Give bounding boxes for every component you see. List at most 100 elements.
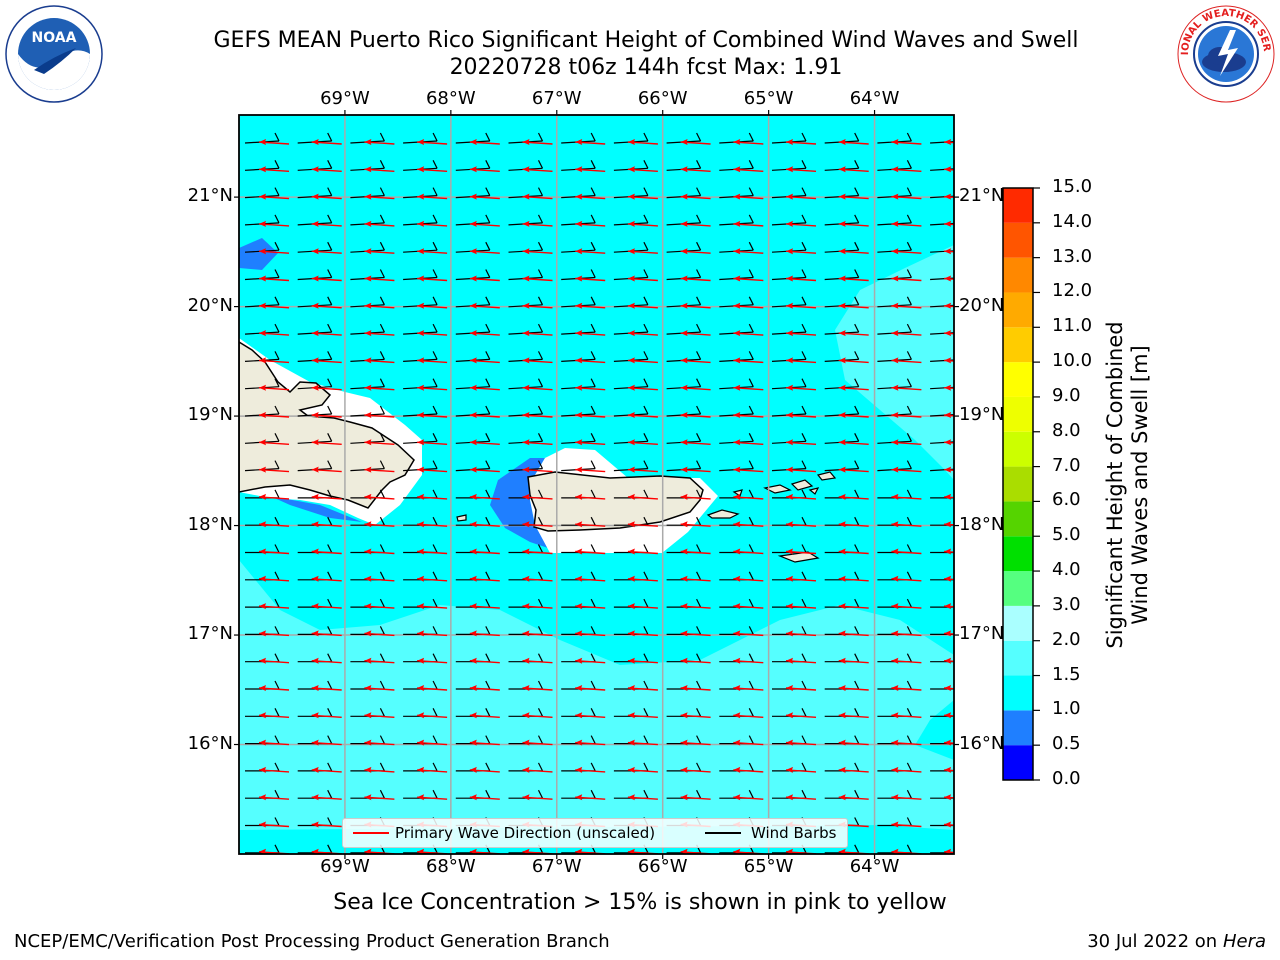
wave-arrow-head: [259, 630, 266, 637]
wave-arrow-head: [891, 603, 899, 610]
wave-arrow-head: [311, 712, 319, 719]
wind-barb-flag: [274, 598, 280, 608]
wave-arrow-head: [522, 848, 530, 854]
wave-arrow-head: [838, 739, 846, 746]
colorbar-tick-label: 11.0: [1052, 315, 1093, 337]
wind-barb-flag: [537, 735, 544, 744]
wind-barb-flag: [327, 817, 333, 826]
wave-arrow-head: [838, 657, 846, 664]
wave-arrow-head: [311, 575, 319, 582]
wind-barb-flag: [590, 405, 596, 415]
wave-arrow-head: [838, 302, 846, 309]
wave-arrow-head: [786, 657, 793, 664]
colorbar-segment: [1003, 222, 1033, 258]
wave-arrow-head: [311, 248, 319, 255]
wave-arrow-head: [364, 685, 372, 691]
wave-arrow-head: [417, 193, 425, 200]
wind-barb-flag: [537, 378, 544, 387]
wave-arrow-head: [417, 330, 425, 337]
wind-barb-flag: [274, 844, 280, 854]
wave-arrow-head: [944, 630, 952, 637]
wind-barb-flag: [590, 214, 596, 224]
wind-barb-flag: [379, 296, 385, 306]
wind-barb-flag: [590, 323, 596, 333]
wave-arrow-head: [944, 548, 952, 555]
wave-arrow-head: [680, 657, 688, 664]
colorbar-tick-label: 4.0: [1052, 559, 1081, 581]
colorbar-segment: [1003, 396, 1033, 432]
wind-barb-flag: [906, 762, 912, 772]
wind-barb-flag: [801, 296, 807, 306]
wind-barb-flag: [801, 708, 807, 717]
wave-arrow-head: [364, 493, 372, 500]
wave-arrow-head: [786, 739, 793, 746]
wind-barb-flag: [696, 653, 702, 662]
wave-arrow-head: [469, 330, 477, 337]
wave-arrow-head: [627, 166, 635, 173]
wind-barb-flag: [960, 681, 964, 689]
wind-barb-flag: [854, 214, 860, 224]
wave-arrow-head: [627, 220, 635, 227]
colorbar-segment: [1003, 188, 1033, 223]
wave-arrow-head: [364, 575, 372, 582]
wave-arrow-head: [469, 302, 477, 309]
wave-arrow-head: [259, 657, 266, 664]
wave-arrow-head: [575, 302, 583, 309]
wave-arrow-head: [259, 575, 266, 582]
wind-barb-flag: [327, 516, 333, 526]
wind-barb-flag: [906, 544, 912, 553]
wave-arrow-head: [891, 493, 899, 500]
wave-arrow-head: [575, 193, 583, 200]
wave-arrow-head: [259, 739, 266, 746]
wave-arrow-head: [891, 794, 899, 801]
wave-arrow-head: [944, 521, 952, 528]
wave-arrow-head: [311, 739, 319, 746]
wave-arrow-head: [733, 766, 741, 773]
wind-barb-flag: [379, 351, 385, 360]
wave-arrow-head: [944, 220, 952, 227]
wave-arrow-head: [838, 412, 846, 418]
wave-arrow-head: [786, 630, 793, 637]
wind-barb-flag: [485, 571, 491, 581]
wind-barb-flag: [696, 351, 702, 360]
wave-arrow-head: [786, 193, 793, 200]
wind-barb-flag: [960, 379, 964, 387]
wave-arrow-head: [786, 412, 793, 418]
wind-barb-flag: [960, 324, 964, 332]
wave-arrow-head: [311, 275, 319, 282]
wind-barb-flag: [537, 187, 544, 196]
wind-barb-flag: [274, 817, 280, 826]
wind-barb-flag: [537, 460, 544, 469]
wind-barb-flag: [748, 132, 754, 142]
wind-barb-flag: [906, 460, 912, 469]
wave-arrow-head: [417, 848, 425, 854]
wind-barb-flag: [274, 187, 280, 196]
wave-arrow-head: [259, 248, 266, 255]
wave-arrow-head: [311, 766, 319, 773]
wave-arrow-head: [786, 712, 793, 719]
wind-barb-flag: [643, 378, 649, 387]
wave-arrow-head: [838, 630, 846, 637]
wave-arrow-head: [311, 330, 319, 337]
wave-arrow-head: [680, 330, 688, 337]
wind-barb-flag: [854, 241, 860, 251]
wind-barb-flag: [537, 269, 544, 278]
wave-height-region-east: [835, 245, 954, 480]
wave-arrow-head: [417, 794, 425, 801]
wind-barb-flag: [537, 296, 544, 306]
wave-arrow-head: [891, 766, 899, 773]
wind-barb-flag: [590, 269, 596, 278]
wave-arrow-head: [627, 657, 635, 664]
wave-arrow-head: [259, 302, 266, 309]
wave-arrow-head: [417, 739, 425, 746]
wind-barb-flag: [696, 626, 702, 635]
lon-label-top: 69°W: [320, 88, 370, 109]
wave-arrow-head: [364, 548, 372, 555]
wind-barb-flag: [327, 460, 333, 469]
wave-arrow-head: [627, 248, 635, 255]
wind-barb-flag: [327, 735, 333, 744]
wind-barb-flag: [537, 653, 544, 662]
wave-arrow-head: [627, 330, 635, 337]
wave-arrow-head: [733, 466, 741, 473]
colorbar-tick-label: 1.5: [1052, 663, 1081, 685]
